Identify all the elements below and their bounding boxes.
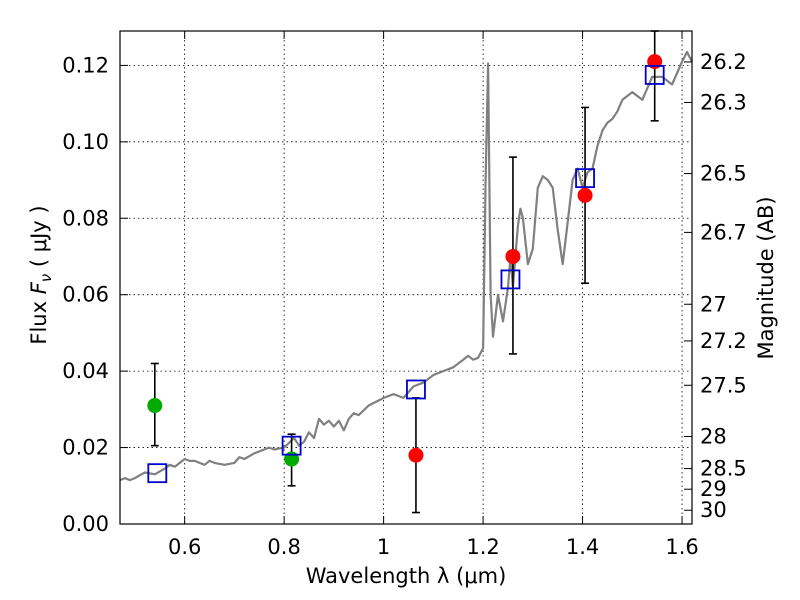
mag-tick-label: 26.3 bbox=[700, 90, 747, 114]
y-tick-label: 0.04 bbox=[62, 359, 109, 383]
y-axis-label: Flux Fν ( μJy ) bbox=[27, 205, 55, 344]
model-spectrum-layer bbox=[119, 50, 693, 482]
y2-axis-label: Magnitude (AB) bbox=[754, 196, 778, 359]
mag-tick-label: 29 bbox=[700, 477, 727, 501]
mag-tick-label: 27.2 bbox=[700, 329, 747, 353]
x-tick-label: 1.2 bbox=[466, 535, 499, 559]
plot-frame bbox=[119, 30, 693, 525]
mag-tick-label: 28 bbox=[700, 424, 727, 448]
ticks-layer: 0.6 0.8 1 1.2 1.4 1.6 0.00 0.02 0.04 0.06 0.08 0.10… bbox=[62, 31, 747, 559]
data-point bbox=[408, 447, 424, 463]
model-photometry-point bbox=[406, 379, 426, 400]
mag-tick-label: 28.5 bbox=[700, 457, 747, 481]
y-tick-label: 0.10 bbox=[62, 130, 109, 154]
y-axis-label-subscript: ν bbox=[37, 274, 55, 282]
x-tick-label: 0.6 bbox=[168, 535, 201, 559]
model-photometry-point bbox=[500, 269, 521, 290]
y-axis-label-prefix: Flux bbox=[27, 294, 51, 344]
data-point bbox=[505, 248, 521, 264]
mag-tick-label: 27.5 bbox=[700, 373, 747, 397]
model-photometry-point bbox=[644, 65, 665, 85]
model-spectrum-line bbox=[119, 50, 693, 482]
y-tick-label: 0.08 bbox=[62, 206, 109, 230]
x-tick-label: 1 bbox=[377, 535, 390, 559]
mag-tick-label: 27 bbox=[700, 292, 727, 316]
y-tick-label: 0.12 bbox=[62, 53, 109, 77]
mag-tick-label: 26.5 bbox=[700, 162, 747, 186]
x-tick-label: 1.4 bbox=[566, 535, 599, 559]
data-points-layer bbox=[147, 30, 665, 514]
y-axis-label-symbol: F bbox=[27, 281, 51, 294]
mag-tick-label: 30 bbox=[700, 498, 727, 522]
data-point bbox=[577, 187, 593, 203]
gridlines bbox=[120, 31, 692, 525]
y-tick-label: 0.00 bbox=[62, 512, 109, 536]
mag-tick-label: 26.7 bbox=[700, 220, 747, 244]
model-photometry-point bbox=[281, 435, 302, 456]
x-tick-label: 1.6 bbox=[665, 535, 698, 559]
data-point bbox=[147, 398, 163, 414]
mag-tick-label: 26.2 bbox=[700, 50, 747, 74]
y-axis-label-unit: ( μJy ) bbox=[27, 205, 51, 273]
x-axis-label: Wavelength λ (μm) bbox=[306, 564, 507, 588]
model-photometry-point bbox=[575, 168, 595, 189]
model-photometry-point bbox=[147, 463, 168, 484]
y-tick-label: 0.06 bbox=[62, 283, 109, 307]
x-tick-label: 0.8 bbox=[267, 535, 300, 559]
y-tick-label: 0.02 bbox=[62, 436, 109, 460]
